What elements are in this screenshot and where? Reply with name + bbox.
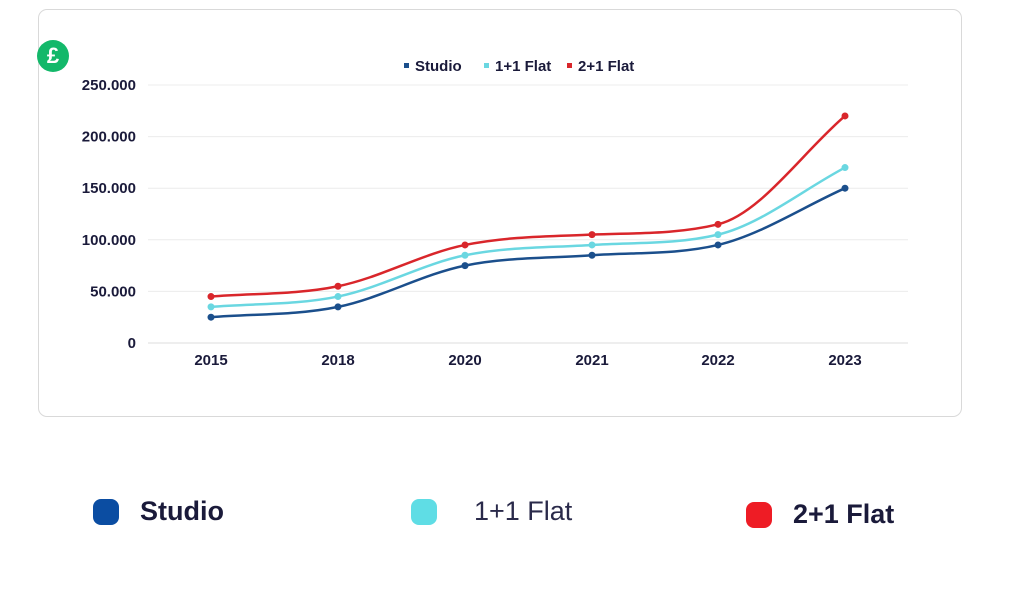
legend-1-1-flat-label: 1+1 Flat xyxy=(474,496,573,526)
legend-2-1-flat-label: 2+1 Flat xyxy=(793,499,895,529)
legend-marker xyxy=(484,63,489,68)
data-point xyxy=(334,282,342,290)
legend-marker xyxy=(567,63,572,68)
y-axis-ticks: 0 50.000 100.000 150.000 200.000 250.000 xyxy=(82,77,136,352)
data-point xyxy=(334,303,342,311)
x-tick-label: 2018 xyxy=(321,352,354,369)
data-point xyxy=(714,220,722,228)
data-point xyxy=(334,293,342,301)
x-tick-label: 2023 xyxy=(828,352,861,369)
legend-2-1-flat: 2+1 Flat xyxy=(746,499,894,530)
line-chart: 0 50.000 100.000 150.000 200.000 250.000 2015… xyxy=(82,58,908,369)
legend-1-1-flat: 1+1 Flat xyxy=(411,496,572,527)
data-point xyxy=(841,112,849,120)
series-points xyxy=(207,112,849,321)
legend-studio-label: Studio xyxy=(140,496,224,526)
data-point xyxy=(588,241,596,249)
data-point xyxy=(461,241,469,249)
data-point xyxy=(207,303,215,311)
y-tick-label: 50.000 xyxy=(90,283,136,300)
y-tick-label: 200.000 xyxy=(82,129,136,146)
data-point xyxy=(841,184,849,192)
gridlines xyxy=(148,84,908,344)
2-1-flat-swatch xyxy=(746,501,772,528)
1-1-flat-swatch xyxy=(411,498,437,525)
x-tick-label: 2021 xyxy=(575,352,608,369)
legend-studio: Studio xyxy=(93,496,224,527)
pound-icon: £ xyxy=(37,40,69,72)
studio-swatch xyxy=(93,498,119,525)
x-axis-ticks: 2015 2018 2020 2021 2022 2023 xyxy=(194,352,861,369)
legend-label: 1+1 Flat xyxy=(495,58,551,75)
series-lines xyxy=(210,115,846,319)
chart-legend: Studio 1+1 Flat 2+1 Flat xyxy=(404,58,634,75)
data-point xyxy=(461,262,469,270)
data-point xyxy=(207,293,215,301)
legend-label: 2+1 Flat xyxy=(578,58,634,75)
chart-card xyxy=(38,9,962,417)
data-point xyxy=(588,251,596,259)
x-tick-label: 2022 xyxy=(701,352,734,369)
data-point xyxy=(207,313,215,321)
y-tick-label: 150.000 xyxy=(82,180,136,197)
series-line-2 xyxy=(210,115,846,298)
series-line-1 xyxy=(210,166,846,309)
data-point xyxy=(714,231,722,239)
y-tick-label: 250.000 xyxy=(82,77,136,94)
legend-marker xyxy=(404,63,409,68)
data-point xyxy=(588,231,596,239)
data-point xyxy=(714,241,722,249)
series-line-0 xyxy=(210,187,846,319)
y-tick-label: 0 xyxy=(128,335,136,352)
data-point xyxy=(461,251,469,259)
data-point xyxy=(841,164,849,172)
x-tick-label: 2020 xyxy=(448,352,481,369)
x-tick-label: 2015 xyxy=(194,352,227,369)
y-tick-label: 100.000 xyxy=(82,232,136,249)
legend-label: Studio xyxy=(415,58,462,75)
